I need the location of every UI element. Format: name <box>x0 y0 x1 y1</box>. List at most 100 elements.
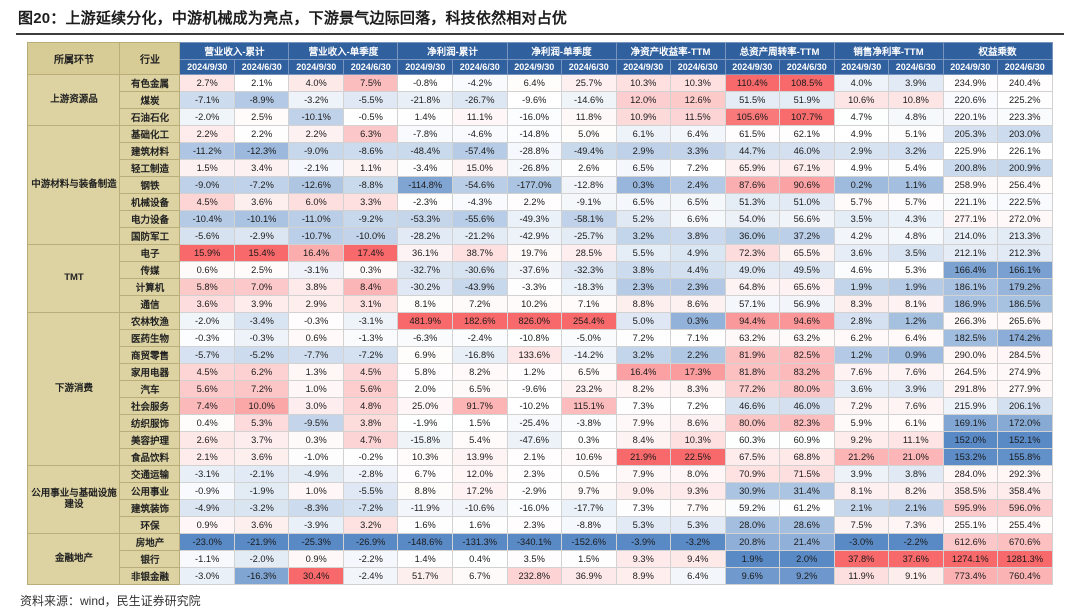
value-cell: 1.4% <box>397 108 453 126</box>
value-cell: 7.9% <box>615 414 672 432</box>
value-cell: -4.6% <box>451 125 508 143</box>
value-cell: -5.7% <box>179 346 235 364</box>
value-cell: 21.0% <box>888 448 944 466</box>
value-cell: 82.3% <box>779 414 835 432</box>
value-cell: -9.0% <box>179 176 235 194</box>
value-cell: -11.9% <box>397 499 453 517</box>
value-cell: 81.9% <box>724 346 781 364</box>
industry-cell: 石油石化 <box>119 108 181 126</box>
value-cell: 232.8% <box>506 567 562 585</box>
sector-cell: 上游资源品 <box>27 74 121 126</box>
value-cell: 3.9% <box>833 465 890 483</box>
value-cell: 0.3% <box>670 312 726 330</box>
value-cell: 225.9% <box>942 142 999 160</box>
industry-cell: 有色金属 <box>119 74 181 92</box>
value-cell: 70.9% <box>724 465 781 483</box>
value-cell: -4.2% <box>451 74 508 92</box>
value-cell: 6.1% <box>615 125 672 143</box>
value-cell: 25.0% <box>397 397 453 415</box>
value-cell: 358.5% <box>942 482 999 500</box>
value-cell: 3.6% <box>233 448 290 466</box>
value-cell: 174.2% <box>997 329 1053 347</box>
industry-cell: 汽车 <box>119 380 181 398</box>
value-cell: -12.8% <box>561 176 617 194</box>
value-cell: -30.6% <box>451 261 508 279</box>
value-cell: 28.0% <box>724 516 781 534</box>
value-cell: 255.1% <box>942 516 999 534</box>
value-cell: 2.7% <box>179 74 235 92</box>
table-row: 建筑材料 -11.2% -12.3% -9.0% -8.6% -48.4% -57.4% -2… <box>28 142 1053 160</box>
value-cell: 2.1% <box>888 499 944 517</box>
value-cell: 7.6% <box>888 363 944 381</box>
value-cell: 3.9% <box>888 74 944 92</box>
value-cell: 4.2% <box>833 227 890 245</box>
value-cell: -54.6% <box>451 176 508 194</box>
value-cell: 133.6% <box>506 346 562 364</box>
value-cell: 11.1% <box>451 108 508 126</box>
value-cell: -0.3% <box>179 329 235 347</box>
value-cell: 3.2% <box>888 142 944 160</box>
value-cell: 6.5% <box>615 159 672 177</box>
value-cell: 4.4% <box>670 261 726 279</box>
value-cell: 25.7% <box>561 74 617 92</box>
date-header: 2024/6/30 <box>451 59 508 75</box>
value-cell: 7.2% <box>670 159 726 177</box>
value-cell: 72.3% <box>724 244 781 262</box>
value-cell: 6.5% <box>670 193 726 211</box>
value-cell: 64.8% <box>724 278 781 296</box>
sector-cell: 金融地产 <box>27 533 121 585</box>
value-cell: 6.7% <box>451 567 508 585</box>
value-cell: 7.3% <box>615 499 672 517</box>
value-cell: -11.0% <box>288 210 344 228</box>
value-cell: 6.2% <box>233 363 290 381</box>
value-cell: 256.4% <box>997 176 1053 194</box>
industry-cell: 电力设备 <box>119 210 181 228</box>
value-cell: 10.6% <box>561 448 617 466</box>
date-header: 2024/6/30 <box>670 59 726 75</box>
value-cell: 1274.1% <box>942 550 999 568</box>
value-cell: 225.2% <box>997 91 1053 109</box>
value-cell: -8.3% <box>288 499 344 517</box>
value-cell: 220.1% <box>942 108 999 126</box>
value-cell: 1.3% <box>288 363 344 381</box>
value-cell: 37.8% <box>833 550 890 568</box>
value-cell: 4.5% <box>179 193 235 211</box>
value-cell: 6.3% <box>342 125 399 143</box>
value-cell: 56.9% <box>779 295 835 313</box>
value-cell: -3.9% <box>615 533 672 551</box>
value-cell: 2.0% <box>779 550 835 568</box>
value-cell: -152.6% <box>561 533 617 551</box>
table-row: 煤炭 -7.1% -8.9% -3.2% -5.5% -21.8% -26.7% -9.6% -… <box>28 91 1053 109</box>
value-cell: 7.2% <box>451 295 508 313</box>
value-cell: -4.9% <box>288 465 344 483</box>
value-cell: 30.9% <box>724 482 781 500</box>
value-cell: 2.2% <box>506 193 562 211</box>
value-cell: 105.6% <box>724 108 781 126</box>
value-cell: 266.3% <box>942 312 999 330</box>
value-cell: 1.1% <box>888 176 944 194</box>
value-cell: -32.7% <box>397 261 453 279</box>
value-cell: 10.8% <box>888 91 944 109</box>
value-cell: 166.1% <box>997 261 1053 279</box>
value-cell: 4.8% <box>888 227 944 245</box>
value-cell: 38.7% <box>451 244 508 262</box>
value-cell: 6.4% <box>506 74 562 92</box>
col-group-4: 净资产收益率-TTM <box>615 42 726 60</box>
value-cell: 90.6% <box>779 176 835 194</box>
value-cell: -12.6% <box>288 176 344 194</box>
value-cell: 7.1% <box>561 295 617 313</box>
value-cell: 5.3% <box>888 261 944 279</box>
value-cell: 169.1% <box>942 414 999 432</box>
table-row: 家用电器 4.5% 6.2% 1.3% 4.5% 5.8% 8.2% 1.2% 6.5% 16.4… <box>28 363 1053 381</box>
value-cell: 65.5% <box>779 244 835 262</box>
value-cell: -28.8% <box>506 142 562 160</box>
value-cell: 3.4% <box>233 159 290 177</box>
value-cell: 13.9% <box>451 448 508 466</box>
value-cell: -25.7% <box>561 227 617 245</box>
value-cell: 6.7% <box>397 465 453 483</box>
value-cell: 222.5% <box>997 193 1053 211</box>
value-cell: 277.1% <box>942 210 999 228</box>
value-cell: 6.4% <box>670 567 726 585</box>
value-cell: -32.3% <box>561 261 617 279</box>
value-cell: 5.7% <box>888 193 944 211</box>
